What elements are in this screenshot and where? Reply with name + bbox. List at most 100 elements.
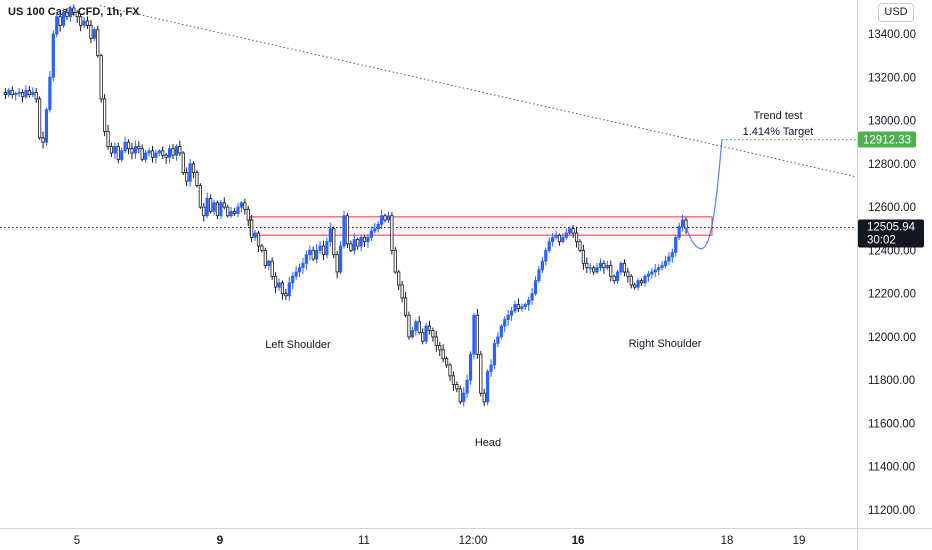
currency-button[interactable]: USD (878, 3, 914, 22)
candle (465, 374, 469, 399)
annotation-target[interactable]: 1.414% Target (743, 126, 814, 138)
time-tick-label: 9 (217, 535, 223, 547)
neckline-resistance-box[interactable] (249, 216, 713, 236)
candle (325, 237, 329, 259)
price-tick-label: 12600.00 (868, 202, 916, 214)
candle (140, 144, 144, 162)
candle (602, 260, 606, 274)
candle (660, 261, 664, 271)
candle (92, 27, 96, 42)
candle (246, 205, 250, 227)
candle (383, 213, 387, 223)
candle (472, 312, 476, 360)
candle (106, 125, 110, 150)
candle (496, 332, 500, 347)
candle (451, 371, 456, 391)
candle (653, 263, 657, 277)
candle (598, 258, 603, 272)
candle (462, 387, 466, 407)
price-tick-label: 11400.00 (868, 462, 915, 474)
candle (448, 362, 452, 382)
descending-trendline[interactable] (99, 5, 857, 178)
candle (284, 288, 288, 300)
price-tick-label: 12400.00 (868, 245, 916, 257)
candle (315, 244, 319, 264)
annotation-right-shoulder[interactable]: Right Shoulder (629, 338, 702, 350)
candle (509, 307, 514, 322)
candle (571, 224, 575, 238)
candle (219, 199, 223, 219)
candle (622, 259, 627, 277)
candle (321, 240, 326, 261)
candle (434, 330, 438, 352)
candle (667, 252, 671, 265)
candle (386, 211, 391, 223)
candle (574, 226, 579, 248)
annotation-head[interactable]: Head (475, 437, 501, 449)
candle (554, 231, 558, 240)
candle (342, 210, 346, 249)
candle (533, 276, 538, 296)
candle (147, 148, 151, 157)
candle (256, 230, 261, 252)
candle (205, 192, 209, 219)
price-axis[interactable]: 13400.00 13200.00 13000.00 12800.00 12600.00… (868, 29, 916, 517)
candle (99, 53, 103, 103)
annotation-trend-test[interactable]: Trend test (753, 110, 802, 122)
time-axis[interactable]: 5 9 11 12:00 16 18 19 (74, 535, 806, 547)
candle (380, 209, 384, 229)
candle (3, 88, 8, 99)
svg-text:12505.94: 12505.94 (867, 221, 916, 233)
candle (345, 213, 350, 249)
candle (41, 131, 45, 149)
candle (376, 221, 380, 233)
candle (130, 142, 134, 160)
candle (605, 260, 609, 271)
candle (226, 204, 230, 218)
candle (270, 257, 274, 280)
candle (441, 344, 445, 363)
candle (103, 93, 107, 137)
candle (222, 197, 226, 210)
current-price-label: 12505.94 30:02 (858, 219, 924, 248)
svg-text:30:02: 30:02 (867, 234, 896, 246)
candle (657, 264, 661, 276)
candle (585, 257, 589, 273)
candle (537, 265, 541, 284)
candle (677, 222, 681, 241)
candle (24, 85, 28, 99)
candle (253, 230, 257, 241)
candle (109, 142, 114, 158)
price-tick-label: 12200.00 (868, 289, 916, 301)
candle (431, 327, 435, 342)
annotation-left-shoulder[interactable]: Left Shoulder (265, 339, 331, 351)
candle (674, 235, 678, 257)
candle (544, 247, 548, 266)
candle (414, 319, 418, 336)
candle (356, 237, 360, 250)
candle (120, 147, 124, 163)
projected-path[interactable] (685, 139, 723, 250)
candle (17, 87, 21, 98)
candle (568, 226, 572, 237)
time-tick-label: 18 (721, 535, 734, 547)
candle (578, 239, 582, 253)
candle (421, 328, 425, 345)
candle (236, 203, 240, 218)
candlestick-series[interactable] (3, 4, 688, 407)
candle (592, 265, 596, 276)
candle (72, 4, 76, 16)
candle (626, 267, 630, 283)
candle (424, 322, 428, 345)
candle (123, 136, 127, 154)
candle (280, 280, 285, 300)
candle (171, 144, 175, 160)
candle (157, 149, 161, 157)
price-tick-label: 13400.00 (868, 29, 916, 41)
candle (144, 149, 148, 163)
time-tick-label: 11 (358, 535, 370, 547)
price-tick-label: 11800.00 (868, 375, 915, 387)
candle (527, 296, 531, 311)
candle (14, 91, 18, 101)
